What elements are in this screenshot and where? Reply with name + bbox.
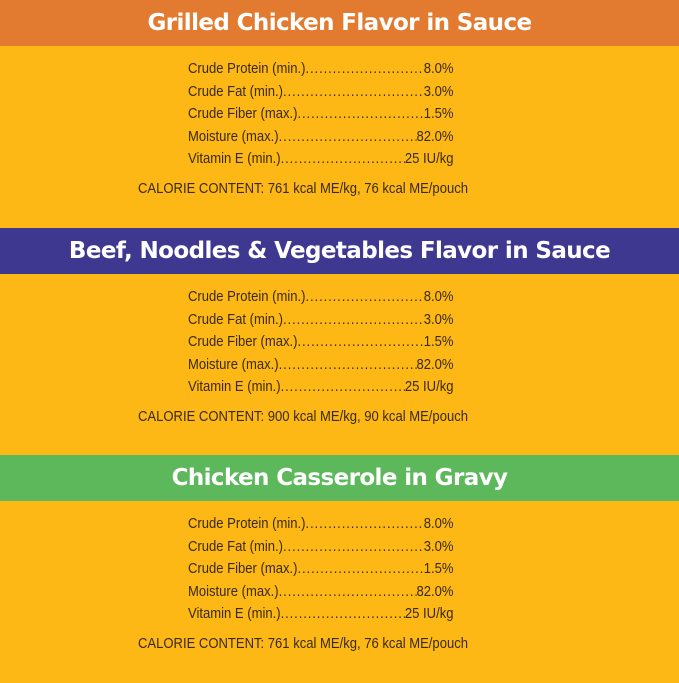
nutrient-value: 3.0%	[423, 538, 454, 555]
dot-leader	[281, 151, 405, 167]
analysis-row: Moisture (max.) 82.0%	[188, 126, 454, 149]
nutrient-value: 82.0%	[416, 128, 454, 145]
nutrient-label: Crude Fat (min.)	[188, 311, 284, 328]
dot-leader	[305, 289, 423, 305]
nutrient-value: 1.5%	[423, 106, 454, 123]
analysis-row: Crude Fat (min.) 3.0%	[188, 536, 454, 559]
dot-leader	[298, 106, 424, 122]
analysis-row: Crude Protein (min.) 8.0%	[188, 58, 454, 81]
flavor-section: Beef, Noodles & Vegetables Flavor in Sau…	[0, 228, 679, 456]
dot-leader	[281, 606, 405, 622]
nutrient-label: Crude Protein (min.)	[188, 289, 306, 306]
nutrient-value: 3.0%	[423, 83, 454, 100]
nutrient-value: 25 IU/kg	[404, 379, 454, 396]
nutrient-label: Crude Protein (min.)	[188, 516, 306, 533]
dot-leader	[281, 379, 405, 395]
flavor-section: Grilled Chicken Flavor in Sauce Crude Pro…	[0, 0, 679, 228]
dot-leader	[298, 334, 424, 350]
nutrient-label: Moisture (max.)	[188, 128, 279, 145]
nutrient-value: 8.0%	[423, 61, 454, 78]
flavor-section: Chicken Casserole in Gravy Crude Protein …	[0, 455, 679, 683]
nutrient-label: Vitamin E (min.)	[188, 379, 281, 396]
calorie-content: CALORIE CONTENT: 761 kcal ME/kg, 76 kcal…	[138, 181, 468, 197]
flavor-title: Grilled Chicken Flavor in Sauce	[0, 0, 679, 46]
analysis-row: Moisture (max.) 82.0%	[188, 581, 454, 604]
analysis-row: Vitamin E (min.) 25 IU/kg	[188, 603, 454, 626]
dot-leader	[283, 312, 424, 328]
guaranteed-analysis: Crude Protein (min.) 8.0% Crude Fat (min.)…	[188, 58, 454, 171]
dot-leader	[279, 129, 417, 145]
dot-leader	[283, 84, 424, 100]
dot-leader	[283, 539, 424, 555]
analysis-row: Vitamin E (min.) 25 IU/kg	[188, 376, 454, 399]
flavor-title: Chicken Casserole in Gravy	[0, 455, 679, 501]
nutrient-value: 8.0%	[423, 516, 454, 533]
flavor-title: Beef, Noodles & Vegetables Flavor in Sau…	[0, 228, 679, 274]
analysis-row: Crude Fiber (max.) 1.5%	[188, 103, 454, 126]
dot-leader	[298, 561, 424, 577]
nutrient-value: 25 IU/kg	[404, 606, 454, 623]
nutrient-value: 1.5%	[423, 561, 454, 578]
nutrient-value: 1.5%	[423, 334, 454, 351]
guaranteed-analysis: Crude Protein (min.) 8.0% Crude Fat (min.)…	[188, 513, 454, 626]
nutrient-value: 8.0%	[423, 289, 454, 306]
nutrient-label: Vitamin E (min.)	[188, 606, 281, 623]
analysis-row: Crude Fat (min.) 3.0%	[188, 309, 454, 332]
dot-leader	[305, 61, 423, 77]
nutrient-value: 3.0%	[423, 311, 454, 328]
calorie-content: CALORIE CONTENT: 900 kcal ME/kg, 90 kcal…	[138, 409, 468, 425]
analysis-row: Crude Fiber (max.) 1.5%	[188, 331, 454, 354]
dot-leader	[305, 516, 423, 532]
dot-leader	[279, 584, 417, 600]
dot-leader	[279, 357, 417, 373]
nutrient-label: Crude Fat (min.)	[188, 83, 284, 100]
analysis-row: Crude Fat (min.) 3.0%	[188, 81, 454, 104]
analysis-row: Vitamin E (min.) 25 IU/kg	[188, 148, 454, 171]
nutrient-label: Crude Fat (min.)	[188, 538, 284, 555]
nutrient-label: Crude Fiber (max.)	[188, 334, 298, 351]
calorie-content: CALORIE CONTENT: 761 kcal ME/kg, 76 kcal…	[138, 636, 468, 652]
nutrient-label: Moisture (max.)	[188, 356, 279, 373]
analysis-row: Crude Fiber (max.) 1.5%	[188, 558, 454, 581]
nutrient-label: Vitamin E (min.)	[188, 151, 281, 168]
nutrient-value: 82.0%	[416, 356, 454, 373]
nutrient-label: Crude Fiber (max.)	[188, 106, 298, 123]
analysis-row: Moisture (max.) 82.0%	[188, 354, 454, 377]
nutrient-label: Moisture (max.)	[188, 583, 279, 600]
nutrient-label: Crude Fiber (max.)	[188, 561, 298, 578]
nutrient-value: 82.0%	[416, 583, 454, 600]
nutrient-label: Crude Protein (min.)	[188, 61, 306, 78]
analysis-row: Crude Protein (min.) 8.0%	[188, 286, 454, 309]
nutrient-value: 25 IU/kg	[404, 151, 454, 168]
guaranteed-analysis: Crude Protein (min.) 8.0% Crude Fat (min.)…	[188, 286, 454, 399]
analysis-row: Crude Protein (min.) 8.0%	[188, 513, 454, 536]
